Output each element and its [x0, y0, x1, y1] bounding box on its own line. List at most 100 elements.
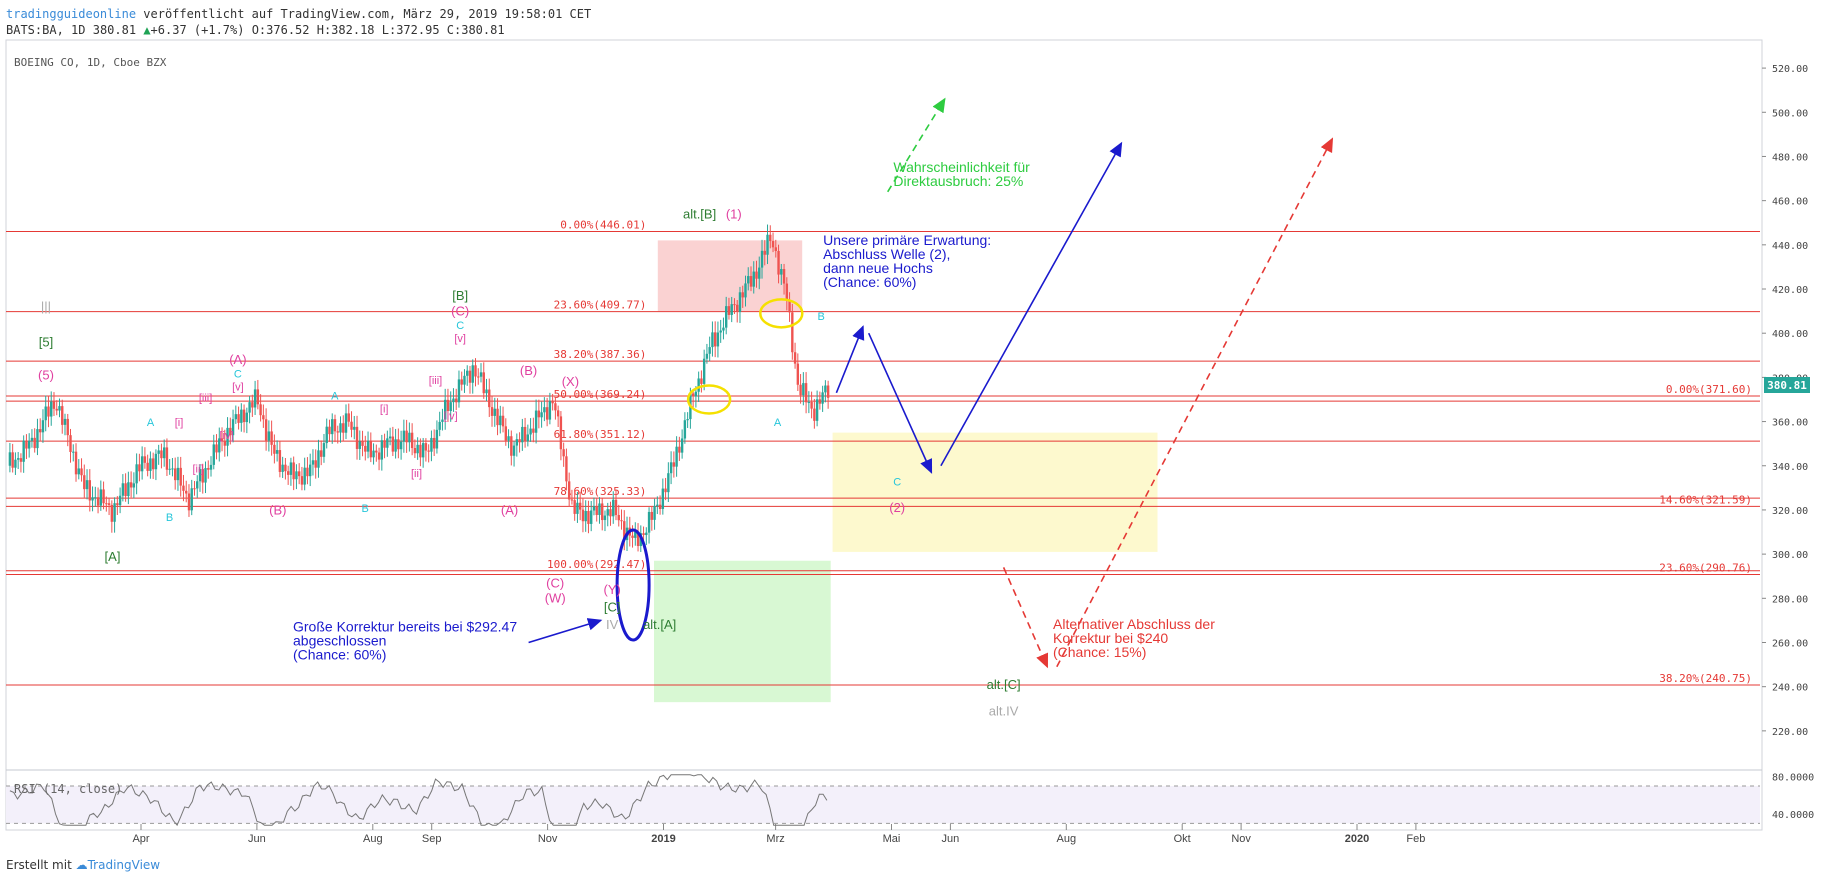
y-tick-label: 420.00: [1772, 285, 1808, 296]
candle-body: [77, 468, 80, 475]
wave-label: (1): [726, 206, 742, 221]
candle-body: [460, 379, 463, 385]
candle-body: [50, 401, 53, 417]
candle-body: [810, 401, 813, 409]
annotation-line: Unsere primäre Erwartung:: [823, 232, 991, 248]
candle-body: [135, 464, 138, 484]
wave-label: B: [166, 512, 173, 524]
fib-label: 0.00%(446.01): [560, 219, 646, 232]
wave-label: [iii]: [429, 375, 442, 387]
candle-body: [121, 483, 125, 496]
x-tick-label: Aug: [363, 833, 383, 845]
candle-body: [738, 292, 742, 312]
wave-label: alt.[A]: [643, 617, 676, 632]
candle-body: [774, 247, 777, 251]
candle-body: [416, 444, 419, 454]
candle-body: [52, 401, 56, 409]
candle-body: [182, 485, 185, 491]
x-tick-label: Mrz: [766, 833, 784, 845]
annotation-line: (Chance: 60%): [293, 646, 386, 662]
candle-body: [543, 407, 546, 413]
candle-body: [730, 304, 733, 315]
candle-body: [185, 490, 188, 494]
wave-label: [A]: [105, 549, 121, 564]
candle-body: [545, 407, 549, 420]
candle-body: [295, 471, 298, 480]
wave-label: [B]: [452, 288, 468, 303]
candle-body: [813, 408, 816, 421]
candle-body: [116, 503, 119, 506]
wave-label: (A): [229, 352, 246, 367]
candle-body: [306, 467, 309, 477]
candle-body: [204, 468, 207, 483]
candle-body: [347, 413, 350, 422]
candle-body: [760, 250, 764, 268]
candle-body: [391, 436, 395, 452]
candle-body: [11, 452, 14, 468]
candle-body: [573, 500, 576, 514]
candle-body: [25, 440, 28, 449]
candle-body: [355, 426, 359, 449]
price-chart[interactable]: BOEING CO, 1D, Cboe BZX 0.00%(446.01) 23.…: [0, 0, 1828, 858]
candle-body: [245, 412, 249, 423]
candle-body: [212, 444, 215, 465]
candle-body: [598, 503, 601, 515]
candle-body: [61, 406, 64, 425]
annotation-line: dann neue Hochs: [823, 260, 933, 276]
candle-body: [457, 379, 461, 403]
candle-body: [30, 437, 34, 441]
candle-body: [711, 332, 714, 348]
candle-body: [102, 489, 105, 504]
candle-body: [755, 271, 758, 279]
candle-body: [190, 488, 193, 511]
candle-body: [595, 506, 598, 515]
candle-body: [8, 452, 12, 466]
rsi-label: RSI (14, close): [14, 782, 122, 796]
yellow-zone: [832, 432, 1158, 552]
candle-body: [532, 428, 535, 433]
note-arrow: [528, 618, 603, 644]
fib-label: 38.20%(387.36): [554, 348, 647, 361]
author-link[interactable]: tradingguideonline: [6, 7, 137, 21]
candle-body: [408, 432, 411, 443]
wave-label: A: [147, 417, 155, 429]
wave-label: [iv]: [444, 410, 458, 422]
candle-body: [171, 468, 174, 470]
candle-body: [818, 399, 822, 404]
candle-body: [680, 438, 684, 453]
footer-brand[interactable]: TradingView: [87, 858, 161, 872]
wave-label: (C): [546, 575, 564, 590]
candle-body: [664, 488, 667, 493]
candle-body: [749, 276, 753, 287]
candle-body: [63, 418, 67, 425]
x-tick-label: Aug: [1057, 833, 1077, 845]
candle-body: [507, 436, 510, 441]
y-tick-label: 220.00: [1772, 727, 1808, 738]
candle-body: [229, 427, 232, 436]
rsi-tick-label: 40.0000: [1772, 810, 1814, 821]
candle-body: [322, 443, 326, 457]
candle-body: [799, 384, 802, 396]
candle-body: [815, 399, 819, 421]
chart-title: BOEING CO, 1D, Cboe BZX: [14, 56, 167, 69]
wave-label: B: [818, 311, 825, 323]
candle-body: [344, 413, 348, 433]
candle-body: [744, 283, 747, 298]
y-tick-label: 280.00: [1772, 594, 1808, 605]
candle-body: [658, 504, 662, 509]
candle-body: [567, 481, 571, 500]
x-tick-label: Jun: [942, 833, 960, 845]
candle-body: [297, 471, 301, 477]
y-tick-label: 320.00: [1772, 506, 1808, 517]
candle-body: [669, 462, 673, 474]
candle-body: [796, 363, 800, 385]
candle-body: [358, 441, 361, 449]
wave-label: (2): [889, 500, 905, 515]
candle-body: [821, 392, 824, 404]
alt-arrow-down: [1002, 567, 1049, 669]
candle-body: [466, 370, 469, 376]
candle-body: [88, 480, 91, 501]
candle-body: [623, 521, 626, 541]
candle-body: [463, 375, 466, 385]
candle-body: [198, 469, 202, 482]
